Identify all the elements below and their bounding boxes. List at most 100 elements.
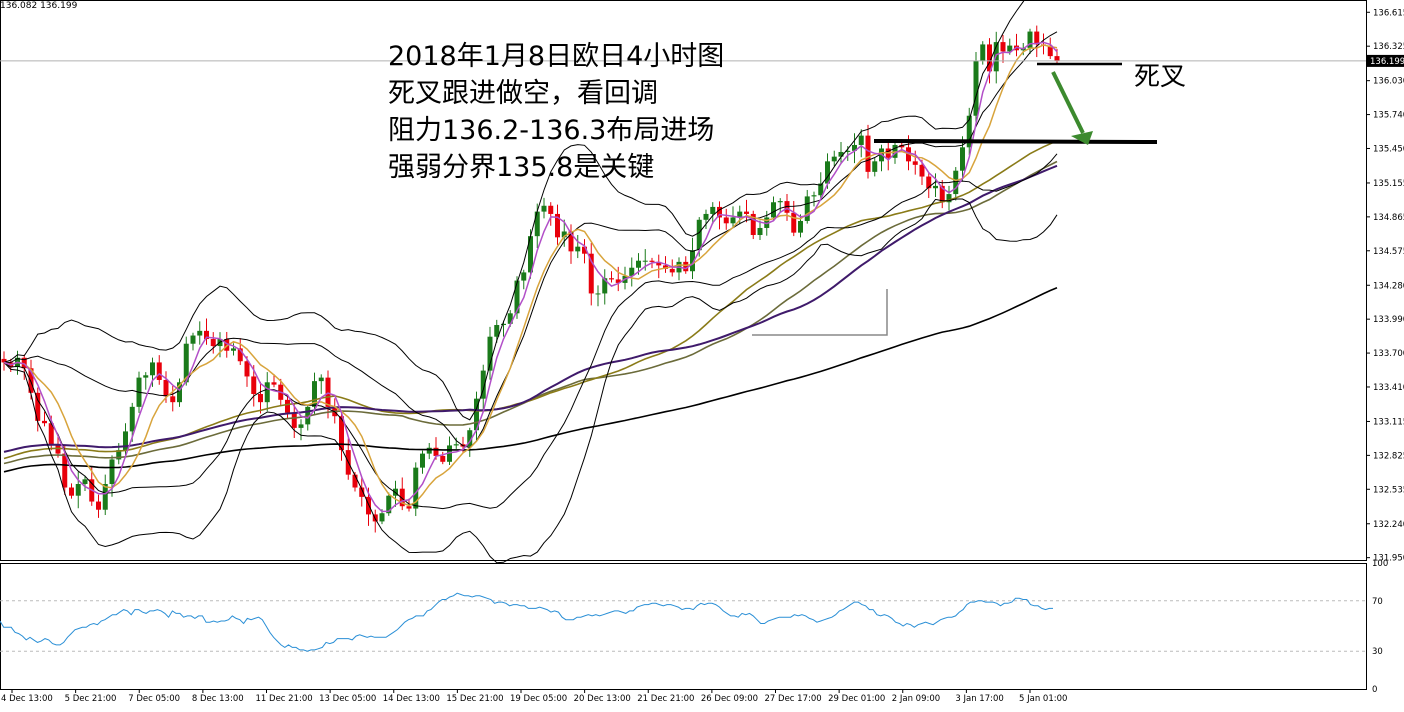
- bull-candle: [845, 150, 851, 152]
- bull-candle: [177, 382, 182, 403]
- bull-candle: [521, 272, 527, 281]
- bull-candle: [629, 267, 635, 276]
- bull-candle: [420, 453, 425, 468]
- bull-candle: [696, 219, 702, 251]
- bull-candle: [798, 220, 803, 233]
- x-tick-label: 2 Jan 09:00: [892, 694, 940, 704]
- x-tick-label: 21 Dec 21:00: [637, 694, 694, 704]
- ma-olive-line-1: [3, 139, 1058, 460]
- bull-candle: [129, 406, 135, 432]
- y-tick-label: 136.030: [1373, 77, 1404, 87]
- y-tick-label: 134.865: [1373, 213, 1404, 223]
- bear-candle: [433, 447, 439, 456]
- bear-candle: [865, 135, 871, 172]
- bear-candle: [204, 330, 209, 340]
- bear-candle: [156, 362, 162, 380]
- bear-candle: [399, 488, 405, 507]
- current-price-box: [1367, 54, 1404, 67]
- bull-candle: [190, 335, 196, 344]
- bear-candle: [568, 231, 574, 252]
- bull-candle: [636, 260, 641, 268]
- bear-candle: [291, 412, 297, 428]
- bull-candle: [703, 213, 709, 220]
- bear-candle: [55, 445, 61, 454]
- bull-candle: [82, 479, 88, 485]
- ohlc-readout: 136.082 136.199: [0, 1, 78, 11]
- bull-candle: [264, 382, 270, 403]
- bull-candle: [528, 236, 533, 273]
- bull-candle: [116, 450, 122, 460]
- x-tick-label: 4 Dec 13:00: [1, 694, 53, 704]
- rsi-y-tick-label: 30: [1372, 647, 1383, 657]
- bear-candle: [285, 399, 290, 413]
- bull-candle: [946, 194, 952, 203]
- main-plot-frame: [0, 0, 1367, 561]
- bollinger-lower-band: [3, 198, 1058, 564]
- bull-candle: [838, 151, 844, 157]
- bear-candle: [555, 213, 560, 238]
- bear-candle: [588, 253, 594, 294]
- bear-candle: [683, 261, 689, 272]
- x-tick-label: 5 Jan 01:00: [1019, 694, 1067, 704]
- bull-candle: [494, 325, 500, 337]
- x-tick-label: 14 Dec 13:00: [383, 694, 440, 704]
- bear-candle: [28, 368, 34, 393]
- ma-orange-line: [3, 44, 1058, 507]
- bull-candle: [150, 362, 155, 376]
- bear-candle: [919, 164, 925, 177]
- bear-candle: [1054, 56, 1060, 61]
- bear-candle: [750, 213, 756, 235]
- bear-candle: [170, 396, 176, 403]
- bear-candle: [406, 506, 412, 509]
- bull-candle: [1007, 45, 1013, 52]
- bull-candle: [231, 348, 236, 351]
- ma-olive-line-2: [3, 160, 1058, 465]
- bear-candle: [35, 392, 41, 421]
- down-arrow-shaft: [1051, 71, 1085, 134]
- hand-drawn-bracket: [752, 289, 888, 336]
- bull-candle: [453, 444, 459, 446]
- bear-candle: [1034, 31, 1040, 45]
- x-tick-label: 29 Dec 01:00: [828, 694, 885, 704]
- bull-candle: [447, 445, 452, 462]
- bull-candle: [474, 398, 479, 431]
- bull-candle: [109, 459, 115, 485]
- bear-candle: [669, 268, 675, 273]
- bull-candle: [379, 513, 385, 522]
- y-tick-label: 135.155: [1373, 179, 1404, 189]
- x-tick-label: 3 Jan 17:00: [955, 694, 1003, 704]
- bear-candle: [939, 185, 945, 203]
- y-tick-label: 134.280: [1373, 281, 1404, 291]
- bull-candle: [825, 161, 830, 184]
- ma-black-line: [3, 286, 1058, 473]
- bull-candle: [123, 431, 128, 451]
- rsi-y-tick-label: 0: [1372, 685, 1377, 695]
- bear-candle: [899, 144, 905, 148]
- bear-candle: [210, 339, 216, 347]
- bear-candle: [244, 361, 250, 377]
- death-cross-label: 死叉: [1134, 62, 1187, 92]
- bear-candle: [352, 474, 358, 488]
- x-tick-label: 11 Dec 21:00: [256, 694, 313, 704]
- y-tick-label: 136.615: [1373, 8, 1404, 18]
- y-tick-label: 132.825: [1373, 451, 1404, 461]
- bull-candle: [426, 447, 432, 454]
- bull-candle: [690, 250, 695, 272]
- y-tick-label: 134.575: [1373, 247, 1404, 257]
- rsi-y-tick-label: 70: [1372, 597, 1383, 607]
- y-tick-label: 131.950: [1373, 554, 1404, 564]
- bull-candle: [1027, 31, 1033, 48]
- bull-candle: [487, 336, 493, 371]
- bear-candle: [163, 379, 169, 397]
- y-tick-label: 135.740: [1373, 111, 1404, 121]
- x-tick-label: 15 Dec 21:00: [446, 694, 503, 704]
- bull-candle: [197, 330, 203, 336]
- bollinger-upper-band: [3, 0, 1025, 421]
- bear-candle: [325, 377, 331, 407]
- annotation-line-4: 强弱分界135.8是关键: [388, 152, 655, 183]
- bull-candle: [818, 183, 824, 196]
- bear-candle: [615, 279, 621, 283]
- bear-candle: [271, 382, 277, 385]
- bear-candle: [663, 265, 668, 269]
- bull-candle: [973, 60, 979, 116]
